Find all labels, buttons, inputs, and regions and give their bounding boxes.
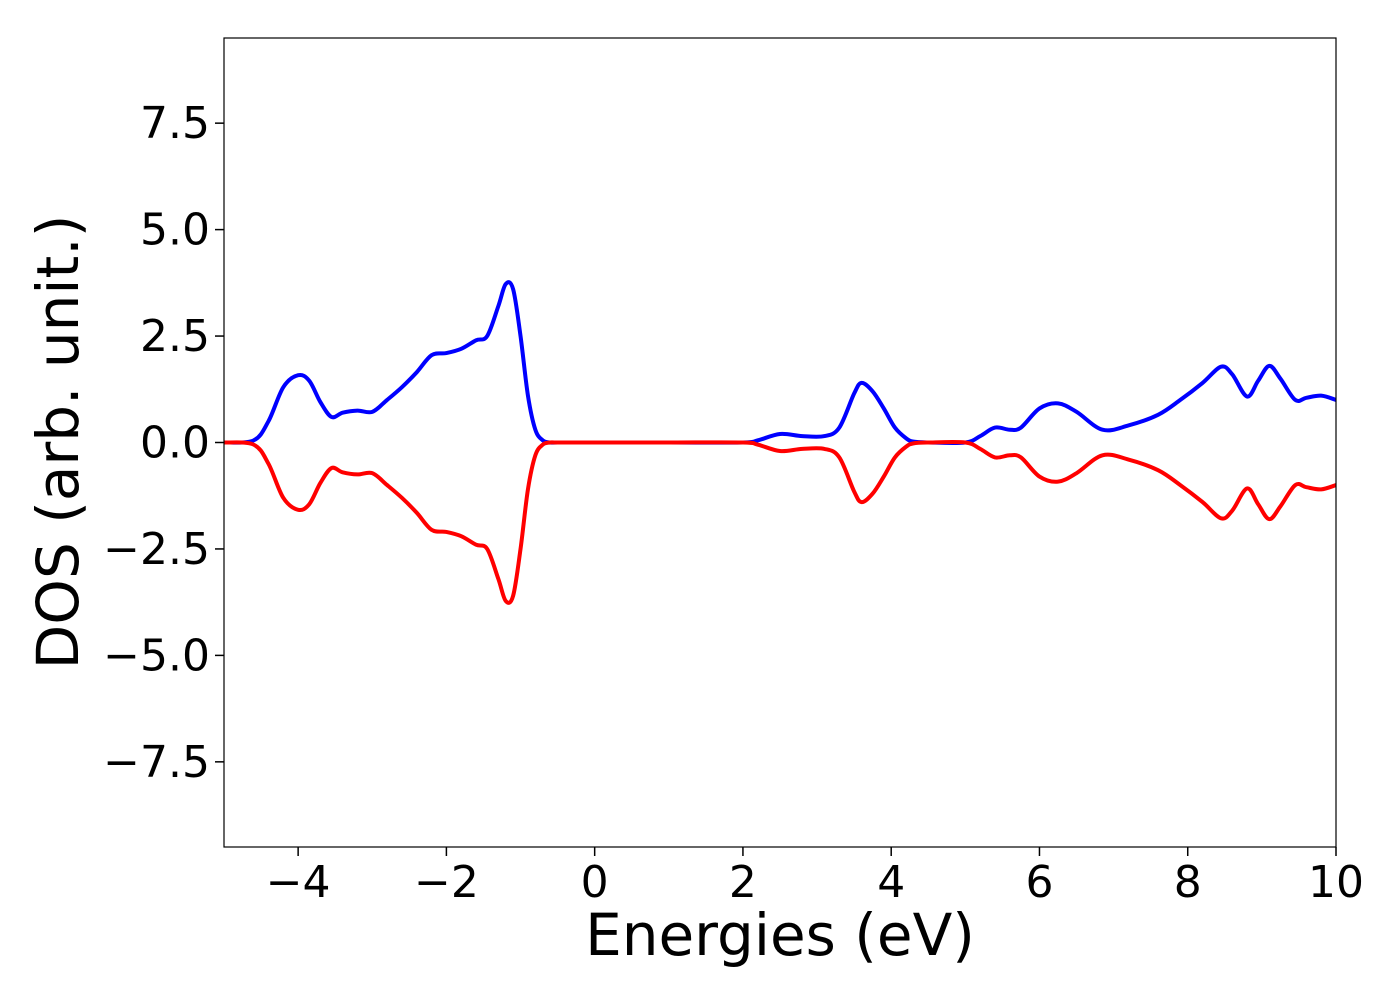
y-tick-label: 2.5 xyxy=(140,311,210,362)
x-tick-label: 2 xyxy=(729,857,757,908)
y-tick-label: −7.5 xyxy=(103,737,210,788)
x-tick-label: 10 xyxy=(1308,857,1364,908)
x-tick-label: −2 xyxy=(414,857,479,908)
y-tick-label: −5.0 xyxy=(103,630,210,681)
plot-frame xyxy=(223,37,1337,848)
y-tick-label: −2.5 xyxy=(103,524,210,575)
x-tick-label: 6 xyxy=(1025,857,1053,908)
x-tick-label: −4 xyxy=(266,857,331,908)
y-tick-label: 0.0 xyxy=(140,418,210,469)
y-tick-label: 7.5 xyxy=(140,98,210,149)
x-tick-label: 8 xyxy=(1174,857,1202,908)
x-tick-label: 0 xyxy=(581,857,609,908)
x-tick-label: 4 xyxy=(877,857,905,908)
x-axis-title: Energies (eV) xyxy=(585,901,975,969)
y-tick-label: 5.0 xyxy=(140,205,210,256)
x-axis-ticks: −4 −2 0 2 4 6 8 10 xyxy=(266,847,1364,908)
y-axis-title: DOS (arb. unit.) xyxy=(24,215,92,670)
dos-series-line-blue xyxy=(224,280,1336,446)
y-axis-ticks: 7.5 5.0 2.5 0.0 −2.5 −5.0 −7.5 xyxy=(103,98,224,788)
series-layer xyxy=(224,280,1336,605)
dos-series-line-red xyxy=(224,439,1336,605)
